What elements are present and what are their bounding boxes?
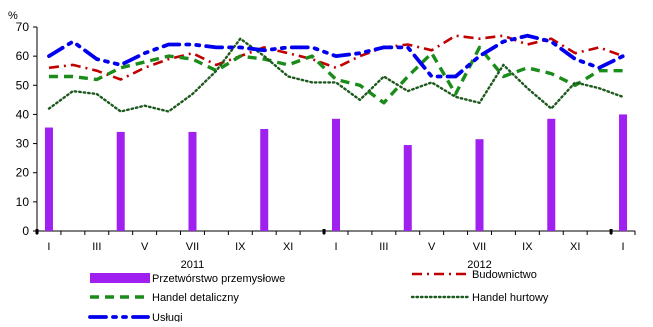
bars-layer bbox=[44, 114, 628, 231]
x-tick-label: IX bbox=[235, 241, 246, 253]
y-tick-label: 40 bbox=[16, 107, 30, 121]
bar bbox=[403, 145, 412, 231]
y-tick-label: 10 bbox=[16, 195, 30, 209]
bar bbox=[332, 118, 340, 231]
legend: Przetwórstwo przemysłowe Budownictwo Hande… bbox=[88, 269, 549, 324]
series-line bbox=[47, 37, 625, 113]
legend-swatch-bar bbox=[90, 273, 150, 283]
bar bbox=[188, 131, 197, 231]
year-label: 2012 bbox=[467, 259, 491, 271]
x-tick-label: XI bbox=[570, 241, 580, 253]
x-tick-label: III bbox=[92, 241, 101, 253]
bar bbox=[547, 118, 556, 231]
y-tick-label: 20 bbox=[16, 166, 30, 180]
x-tick-label: V bbox=[141, 241, 149, 253]
x-tick-label: VII bbox=[473, 241, 486, 253]
x-tick-label: I bbox=[334, 241, 337, 253]
y-tick-label: 60 bbox=[16, 49, 30, 63]
y-tick-label: 0 bbox=[22, 224, 29, 238]
y-tick-label: 50 bbox=[16, 78, 30, 92]
bar bbox=[116, 131, 125, 231]
legend-label: Budownictwo bbox=[472, 269, 537, 281]
legend-label: Przetwórstwo przemysłowe bbox=[152, 273, 285, 285]
legend-label: Handel hurtowy bbox=[472, 292, 549, 304]
x-tick-label: I bbox=[622, 241, 625, 253]
x-tick-label: IX bbox=[522, 241, 533, 253]
x-tick-label: VII bbox=[186, 241, 199, 253]
bar bbox=[475, 139, 484, 231]
bar bbox=[44, 127, 53, 231]
legend-label: Usługi bbox=[152, 312, 183, 322]
x-tick-label: III bbox=[379, 241, 388, 253]
lines-layer bbox=[47, 33, 625, 113]
y-tick-label: 70 bbox=[16, 20, 30, 34]
y-axis-label: % bbox=[8, 10, 18, 22]
legend-label: Handel detaliczny bbox=[152, 292, 239, 304]
bar bbox=[260, 129, 269, 231]
y-tick-label: 30 bbox=[16, 137, 30, 151]
x-tick-label: I bbox=[47, 241, 50, 253]
bar bbox=[619, 114, 628, 231]
x-tick-label: V bbox=[428, 241, 436, 253]
series-line bbox=[47, 33, 625, 79]
x-tick-label: XI bbox=[283, 241, 293, 253]
year-label: 2011 bbox=[181, 259, 205, 271]
